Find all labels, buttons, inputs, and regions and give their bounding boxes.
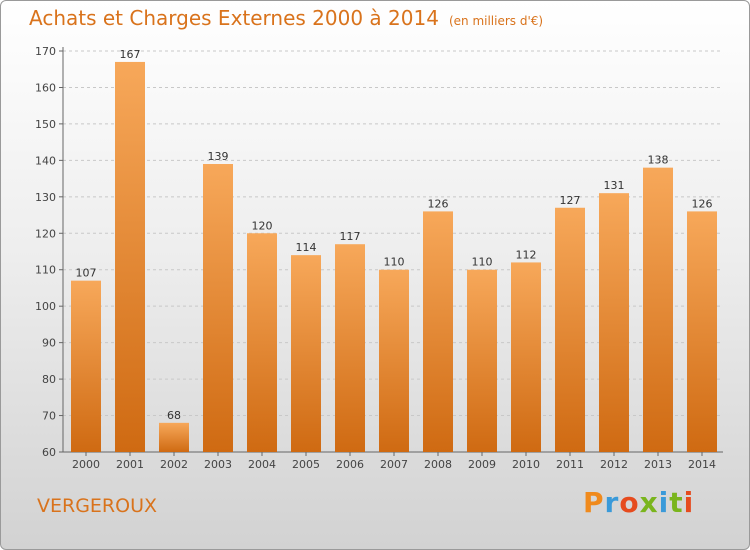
bar-value-label: 127: [560, 194, 581, 207]
y-tick-label: 110: [35, 264, 56, 277]
bar-value-label: 120: [252, 219, 273, 232]
bar-2002: [159, 422, 189, 452]
y-tick-label: 120: [35, 227, 56, 240]
y-tick-label: 60: [42, 446, 56, 459]
chart-title-text: Achats et Charges Externes 2000 à 2014: [29, 6, 439, 30]
chart-subtitle: (en milliers d'€): [448, 14, 544, 28]
y-tick-label: 150: [35, 118, 56, 131]
bar-value-label: 126: [692, 197, 713, 210]
x-tick-label: 2014: [688, 458, 716, 471]
x-tick-label: 2000: [72, 458, 100, 471]
y-tick-label: 170: [35, 45, 56, 58]
brand-logo: Proxiti: [583, 486, 695, 519]
bar-value-label: 107: [76, 267, 97, 280]
y-tick-label: 160: [35, 81, 56, 94]
x-tick-label: 2008: [424, 458, 452, 471]
x-tick-label: 2004: [248, 458, 276, 471]
bar-2003: [203, 164, 233, 452]
y-tick-label: 140: [35, 154, 56, 167]
bar-value-label: 110: [472, 256, 493, 269]
bar-2007: [379, 269, 409, 452]
x-tick-label: 2009: [468, 458, 496, 471]
y-tick-label: 80: [42, 373, 56, 386]
labels: 60 70 80 90 100 110 120 130 140 150 160 170 107 2000 1…: [35, 45, 716, 471]
x-tick-label: 2012: [600, 458, 628, 471]
x-tick-label: 2010: [512, 458, 540, 471]
bar-2000: [71, 280, 101, 452]
bar-2012: [599, 193, 629, 452]
bar-2009: [467, 269, 497, 452]
x-tick-label: 2006: [336, 458, 364, 471]
x-tick-label: 2005: [292, 458, 320, 471]
bar-2014: [687, 211, 717, 452]
bar-value-label: 110: [384, 256, 405, 269]
x-tick-label: 2007: [380, 458, 408, 471]
x-tick-label: 2011: [556, 458, 584, 471]
y-tick-label: 70: [42, 410, 56, 423]
x-tick-label: 2001: [116, 458, 144, 471]
bar-value-label: 131: [604, 179, 625, 192]
bar-2001: [115, 61, 145, 452]
bar-value-label: 114: [296, 241, 317, 254]
x-tick-label: 2013: [644, 458, 672, 471]
bar-value-label: 117: [340, 230, 361, 243]
bar-2005: [291, 255, 321, 452]
y-tick-label: 100: [35, 300, 56, 313]
bar-value-label: 167: [120, 48, 141, 61]
bar-2013: [643, 167, 673, 452]
bar-2004: [247, 233, 277, 452]
location-name: VERGEROUX: [37, 495, 158, 517]
bar-2010: [511, 262, 541, 452]
bar-value-label: 112: [516, 248, 537, 261]
bars: [71, 61, 717, 452]
x-tick-label: 2002: [160, 458, 188, 471]
y-tick-label: 130: [35, 191, 56, 204]
bar-2006: [335, 244, 365, 452]
bar-2008: [423, 211, 453, 452]
y-tick-label: 90: [42, 337, 56, 350]
bar-value-label: 138: [648, 154, 669, 167]
chart-title: Achats et Charges Externes 2000 à 2014 (e…: [29, 6, 543, 30]
bar-value-label: 68: [167, 409, 181, 422]
bar-2011: [555, 207, 585, 452]
bar-value-label: 126: [428, 197, 449, 210]
bar-value-label: 139: [208, 150, 229, 163]
x-tick-label: 2003: [204, 458, 232, 471]
